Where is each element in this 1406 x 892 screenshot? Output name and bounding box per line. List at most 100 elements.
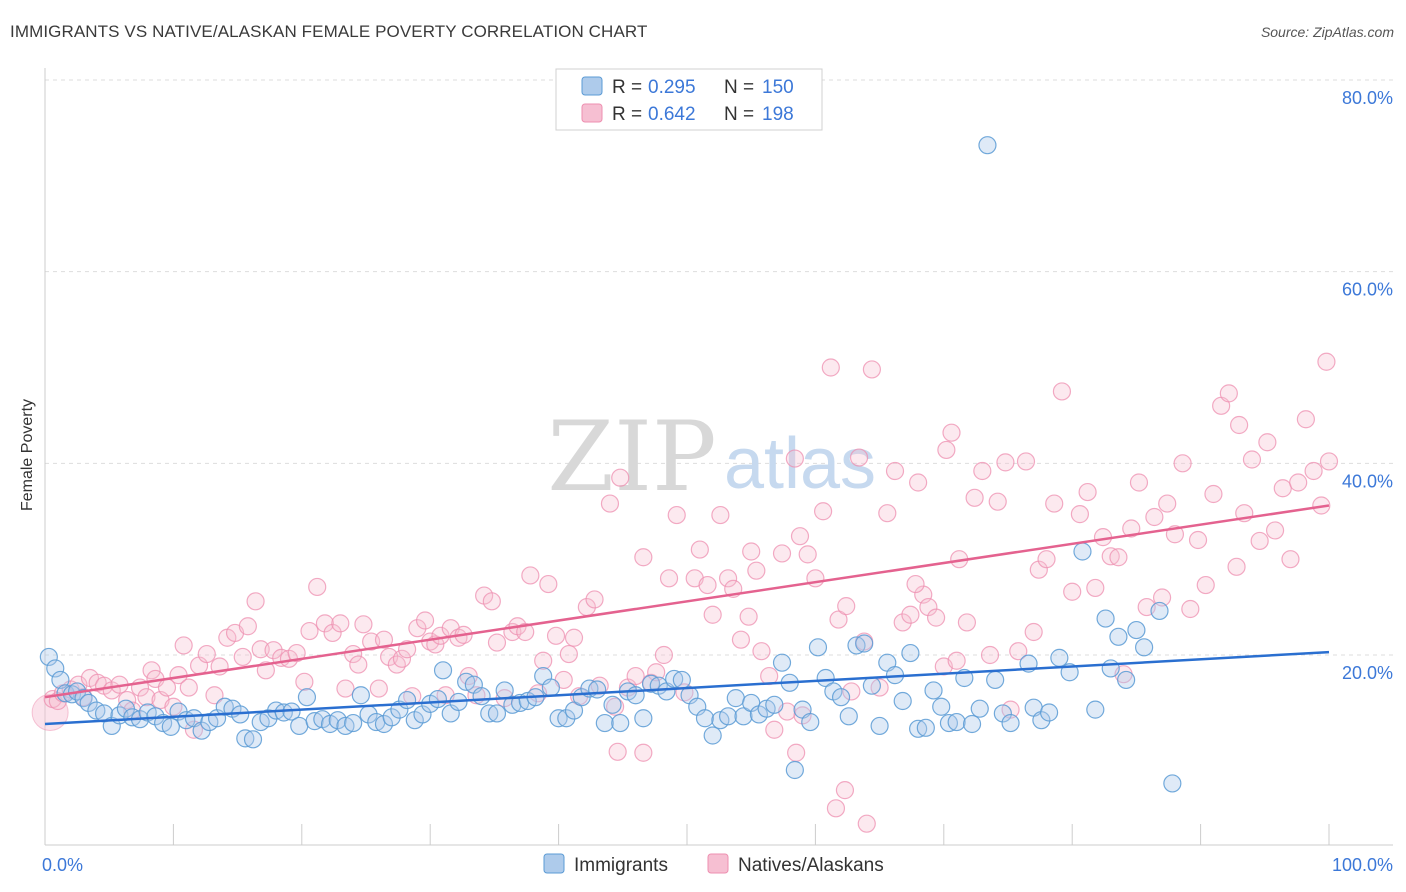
- natives-point: [893, 613, 912, 632]
- immigrants-point: [808, 638, 828, 657]
- natives-point-large: [31, 694, 69, 731]
- immigrants-point: [932, 697, 951, 716]
- immigrants-point: [703, 726, 722, 745]
- x-tick-label-100: 100.0%: [1332, 855, 1393, 875]
- natives-point: [585, 590, 604, 609]
- immigrants-point: [734, 707, 753, 726]
- immigrants-point: [816, 668, 835, 688]
- natives-point: [374, 630, 394, 649]
- natives-point: [608, 742, 627, 761]
- immigrants-point: [243, 730, 263, 749]
- immigrants-point: [236, 729, 255, 748]
- immigrants-point: [947, 712, 966, 732]
- immigrants-point: [1150, 601, 1169, 621]
- natives-point: [1258, 433, 1277, 452]
- natives-point: [487, 633, 507, 652]
- immigrants-point: [39, 647, 58, 667]
- natives-point: [1230, 415, 1249, 435]
- natives-point: [534, 651, 553, 670]
- immigrants-point: [801, 712, 820, 732]
- immigrants-point: [672, 670, 691, 690]
- immigrants-point: [46, 659, 65, 678]
- immigrants-point: [1101, 659, 1120, 678]
- natives-point: [1101, 547, 1120, 566]
- natives-point: [1037, 550, 1056, 569]
- natives-point: [415, 611, 435, 630]
- natives-point: [988, 492, 1007, 511]
- immigrants-point: [924, 681, 943, 700]
- immigrants-point: [588, 680, 607, 699]
- natives-point: [369, 679, 388, 698]
- natives-point: [205, 686, 224, 705]
- natives-point: [973, 461, 992, 481]
- natives-point: [634, 743, 653, 762]
- natives-point: [996, 453, 1015, 472]
- natives-point: [659, 569, 679, 588]
- natives-point: [942, 423, 961, 442]
- grid: [45, 79, 1393, 656]
- natives-point: [765, 720, 784, 739]
- natives-point: [605, 697, 625, 716]
- natives-point: [611, 468, 630, 487]
- natives-point: [1227, 557, 1246, 576]
- immigrants-point: [893, 691, 912, 711]
- natives-point: [703, 605, 722, 624]
- natives-point: [1078, 482, 1097, 502]
- natives-point: [937, 440, 956, 460]
- immigrants-point: [557, 709, 576, 728]
- immigrants-point: [831, 688, 851, 707]
- immigrants-point: [909, 719, 928, 738]
- natives-point: [1188, 530, 1208, 550]
- natives-point: [137, 688, 156, 707]
- natives-point: [246, 592, 265, 611]
- immigrants-point: [603, 695, 622, 714]
- immigrants-point: [785, 760, 804, 780]
- natives-point: [965, 488, 984, 507]
- natives-point: [1181, 599, 1200, 619]
- natives-point: [1122, 519, 1141, 538]
- immigrants-point: [772, 653, 792, 672]
- legend-r-label-2: R =: [612, 104, 647, 125]
- immigrants-point: [1050, 648, 1069, 667]
- immigrants-point: [541, 678, 560, 697]
- natives-point: [1196, 575, 1215, 595]
- immigrants-point: [433, 661, 453, 680]
- natives-point: [814, 502, 833, 521]
- legend-r-value-2: 0.642: [648, 104, 696, 125]
- natives-point: [308, 577, 327, 597]
- immigrants-point: [765, 695, 784, 714]
- immigrants-point: [665, 669, 684, 689]
- natives-point: [174, 636, 193, 655]
- immigrants-point: [611, 713, 630, 733]
- chart-source: Source: ZipAtlas.com: [1260, 24, 1394, 40]
- natives-point: [747, 561, 766, 580]
- immigrants-point: [79, 693, 98, 713]
- immigrants-point: [487, 704, 507, 723]
- natives-point: [1152, 588, 1172, 607]
- natives-point: [787, 743, 806, 762]
- legend-n-value-1: 150: [762, 77, 794, 98]
- immigrants-point: [549, 709, 568, 728]
- natives-point: [1109, 548, 1128, 567]
- natives-point: [315, 614, 335, 633]
- legend-r-label-1: R =: [612, 77, 647, 98]
- natives-point: [516, 622, 535, 642]
- immigrants-point: [1127, 620, 1146, 640]
- natives-point: [408, 619, 427, 638]
- natives-point: [772, 544, 792, 563]
- y-tick-label-80: 80.0%: [1342, 88, 1393, 108]
- immigrants-point: [297, 688, 317, 707]
- immigrants-point: [397, 690, 417, 710]
- natives-point: [1273, 479, 1292, 498]
- tick-labels: 20.0% 40.0% 60.0% 80.0% 0.0% 100.0%: [42, 88, 1393, 875]
- immigrants-point: [1163, 774, 1182, 793]
- natives-point: [238, 617, 257, 636]
- immigrants-point: [986, 670, 1005, 690]
- natives-point: [323, 623, 342, 643]
- natives-point: [179, 678, 198, 697]
- natives-point: [821, 358, 840, 377]
- natives-point: [539, 574, 558, 594]
- series-natives-points: [31, 352, 1339, 833]
- natives-point: [1024, 622, 1043, 642]
- immigrants-point: [901, 643, 920, 663]
